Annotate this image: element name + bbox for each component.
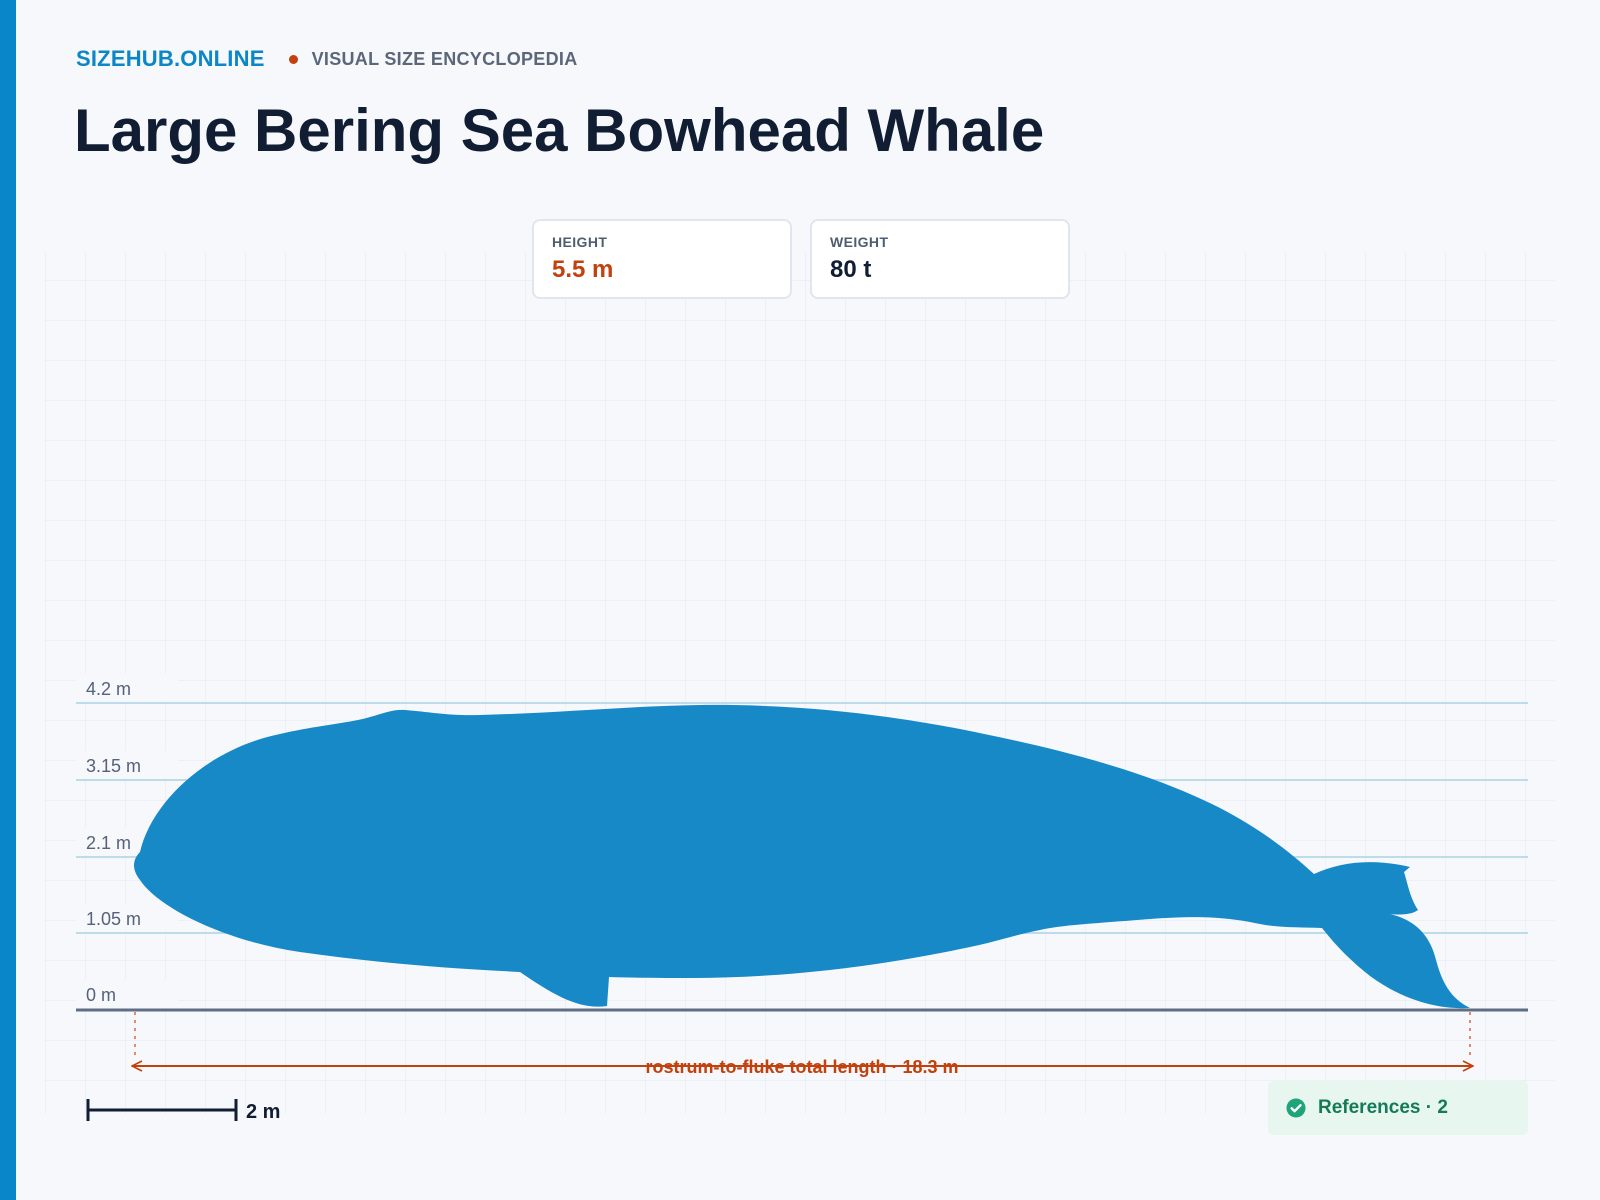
length-label: rostrum-to-fluke total length · 18.3 m [645, 1057, 958, 1077]
scale-bar: 2 m [86, 1099, 280, 1123]
references-badge[interactable]: References · 2 [1268, 1081, 1528, 1135]
page-title: Large Bering Sea Bowhead Whale [74, 97, 1045, 164]
weight-card: WEIGHT 80 t [810, 219, 1070, 299]
tick-label: 3.15 m [86, 756, 141, 776]
whale-silhouette[interactable] [134, 704, 1470, 1009]
tick-label: 2.1 m [86, 833, 131, 853]
brand-row: SIZEHUB.ONLINE VISUAL SIZE ENCYCLOPEDIA [76, 46, 578, 72]
height-value: 5.5 m [552, 256, 614, 283]
tick-label: 0 m [86, 985, 116, 1005]
tick-label: 1.05 m [86, 909, 141, 929]
tagline: VISUAL SIZE ENCYCLOPEDIA [311, 48, 578, 69]
tick-label: 4.2 m [86, 679, 131, 699]
weight-value: 80 t [830, 256, 872, 283]
check-circle-icon [1286, 1098, 1306, 1118]
separator-dot [288, 54, 298, 64]
weight-label: WEIGHT [830, 234, 889, 250]
height-tick-labels: 4.2 m 3.15 m 2.1 m 1.05 m 0 m [76, 674, 178, 1007]
height-card: HEIGHT 5.5 m [532, 219, 792, 299]
references-label: References · 2 [1318, 1097, 1448, 1118]
scale-label: 2 m [246, 1101, 280, 1123]
background-grid [45, 252, 1555, 1114]
brand-name[interactable]: SIZEHUB.ONLINE [76, 46, 265, 71]
accent-bar [0, 0, 16, 1200]
height-label: HEIGHT [552, 234, 608, 250]
